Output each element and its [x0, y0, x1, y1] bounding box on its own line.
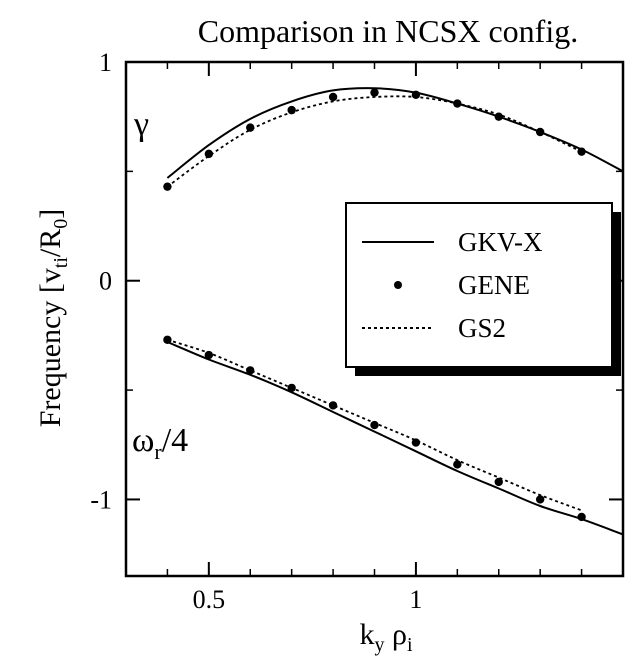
- legend-label-gkvx: GKV-X: [458, 227, 543, 257]
- y-tick-label: 0: [99, 267, 112, 296]
- data-point-gene: [494, 477, 503, 487]
- data-point-gene: [328, 92, 338, 102]
- legend-box: [345, 202, 613, 368]
- series-layer: [163, 87, 623, 536]
- y-tick-label: -1: [90, 485, 112, 514]
- y-tick-label: 1: [99, 48, 112, 77]
- gamma-label: γ: [133, 106, 149, 143]
- data-point-gene: [328, 401, 338, 410]
- data-point-gene: [204, 350, 214, 360]
- omega-label: ωr/4: [132, 422, 188, 464]
- data-point-gene: [370, 88, 379, 97]
- data-point-gene: [535, 127, 545, 137]
- series-line-gkvx-gamma: [166, 87, 623, 179]
- data-point-gene: [370, 420, 379, 430]
- series-line-gs2-gamma: [166, 95, 582, 188]
- series-line-gs2-omega: [167, 338, 582, 512]
- tick-labels: 0.5 1 1 0 -1: [90, 48, 422, 614]
- legend-swatch-gene: [394, 281, 402, 289]
- data-point-gene: [453, 460, 462, 469]
- data-point-gene: [411, 90, 421, 100]
- data-point-gene: [287, 105, 296, 115]
- y-axis-title: Frequency [vti/R0]: [34, 209, 72, 428]
- data-point-gene: [204, 149, 214, 159]
- series-line-gkvx-omega: [167, 341, 623, 536]
- x-axis-title: ky ρi: [359, 618, 412, 656]
- data-point-gene: [246, 366, 255, 375]
- data-point-gene: [577, 512, 586, 522]
- chart-title: Comparison in NCSX config.: [198, 13, 578, 49]
- x-tick-label: 0.5: [193, 585, 226, 614]
- legend: GKV-X GENE GS2: [345, 202, 621, 376]
- data-point-gene: [577, 147, 586, 156]
- legend-label-gene: GENE: [458, 270, 530, 300]
- x-tick-label: 1: [409, 585, 422, 614]
- data-point-gene: [535, 495, 545, 504]
- legend-label-gs2: GS2: [458, 313, 506, 343]
- axis-ticks: [126, 61, 623, 576]
